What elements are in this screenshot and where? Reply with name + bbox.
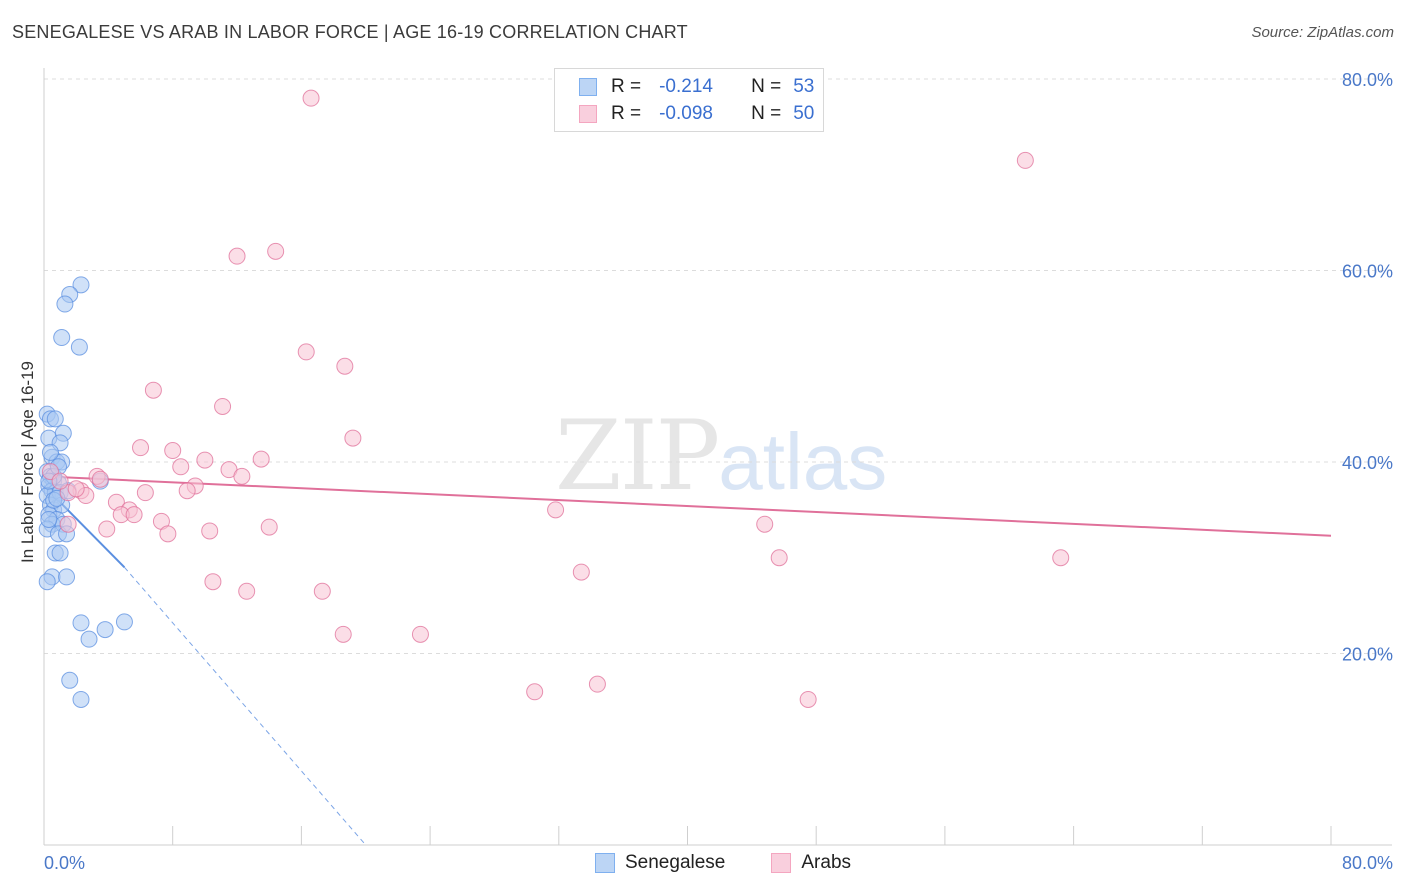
tick-labels: 20.0% 40.0% 60.0% 80.0% 0.0% 80.0% In Labor Fo… — [18, 70, 1393, 873]
data-point — [238, 582, 256, 600]
series-legend: Senegalese Arabs — [595, 852, 897, 874]
axes — [43, 68, 1392, 846]
legend-n-label: N = — [751, 103, 782, 124]
data-point — [136, 484, 154, 502]
data-point — [144, 381, 162, 399]
data-point — [51, 544, 69, 562]
data-point — [46, 410, 64, 428]
legend-r-label: R = — [611, 76, 642, 97]
grid — [44, 78, 1392, 654]
data-point — [172, 458, 190, 476]
data-point — [588, 675, 606, 693]
legend-n-value: 53 — [793, 76, 815, 97]
y-tick-label: 80.0% — [1342, 70, 1393, 90]
series-arabs — [41, 89, 1070, 708]
watermark-zip: ZIP — [555, 400, 720, 512]
data-point — [132, 439, 150, 457]
legend-r-value: -0.214 — [659, 76, 713, 97]
y-tick-label: 60.0% — [1342, 262, 1393, 282]
correlation-legend: R = -0.214 N = 53 R = -0.098 N = 50 — [554, 68, 824, 132]
data-point — [72, 276, 90, 294]
data-point — [38, 573, 56, 591]
data-point — [98, 520, 116, 538]
data-point — [51, 472, 69, 490]
series-legend-senegalese[interactable]: Senegalese — [595, 852, 725, 874]
series-label-arabs: Arabs — [801, 852, 852, 873]
data-point — [204, 573, 222, 591]
legend-row-senegalese: R = -0.214 N = 53 — [579, 75, 814, 99]
data-point — [196, 451, 214, 469]
series-legend-arabs[interactable]: Arabs — [771, 852, 851, 874]
data-point — [80, 630, 98, 648]
data-point — [252, 450, 270, 468]
data-point — [53, 329, 71, 347]
data-point — [547, 501, 565, 519]
data-point — [799, 690, 817, 708]
y-axis-title: In Labor Force | Age 16-19 — [18, 361, 37, 563]
y-tick-label: 40.0% — [1342, 453, 1393, 473]
data-point — [411, 625, 429, 643]
data-point — [233, 467, 251, 485]
legend-swatch-arabs — [579, 105, 597, 123]
data-point — [72, 690, 90, 708]
data-point — [336, 357, 354, 375]
data-point — [96, 621, 114, 639]
legend-r-label: R = — [611, 103, 642, 124]
data-point — [40, 510, 58, 528]
trend-extension-senegalese — [124, 566, 367, 846]
chart-source: Source: ZipAtlas.com — [1251, 24, 1394, 41]
legend-swatch-senegalese — [579, 78, 597, 96]
data-point — [228, 247, 246, 265]
data-point — [214, 397, 232, 415]
legend-n-value: 50 — [793, 103, 815, 124]
data-point — [201, 522, 219, 540]
data-point — [91, 470, 109, 488]
series-label-senegalese: Senegalese — [625, 852, 726, 873]
data-point — [67, 480, 85, 498]
x-tick-label: 80.0% — [1342, 853, 1393, 873]
legend-n-label: N = — [751, 76, 782, 97]
watermark-atlas: atlas — [718, 417, 888, 506]
data-point — [297, 343, 315, 361]
data-point — [61, 671, 79, 689]
data-point — [756, 515, 774, 533]
chart-title: SENEGALESE VS ARAB IN LABOR FORCE | AGE … — [12, 22, 688, 42]
data-point — [115, 613, 133, 631]
data-point — [72, 614, 90, 632]
data-point — [1016, 151, 1034, 169]
y-tick-label: 20.0% — [1342, 645, 1393, 665]
x-tick-label: 0.0% — [44, 853, 85, 873]
data-point — [164, 442, 182, 460]
data-point — [572, 563, 590, 581]
data-point — [56, 295, 74, 313]
watermark: ZIPatlas — [555, 400, 887, 512]
trend-lines — [43, 475, 1332, 846]
trend-line-arabs — [43, 475, 1332, 537]
legend-row-arabs: R = -0.098 N = 50 — [579, 102, 814, 126]
data-point — [70, 338, 88, 356]
data-point — [267, 242, 285, 260]
data-point — [58, 568, 76, 586]
data-point — [159, 525, 177, 543]
data-point — [526, 683, 544, 701]
data-point — [770, 549, 788, 567]
series-swatch-senegalese — [595, 853, 615, 873]
data-point — [178, 482, 196, 500]
data-point — [302, 89, 320, 107]
data-point — [59, 515, 77, 533]
series-swatch-arabs — [771, 853, 792, 873]
data-point — [334, 625, 352, 643]
data-point — [125, 506, 143, 524]
legend-r-value: -0.098 — [659, 103, 713, 124]
data-point — [313, 582, 331, 600]
data-point — [344, 429, 362, 447]
data-point — [41, 443, 59, 461]
data-point — [1052, 549, 1070, 567]
data-point — [260, 518, 278, 536]
data-points — [38, 89, 1070, 708]
